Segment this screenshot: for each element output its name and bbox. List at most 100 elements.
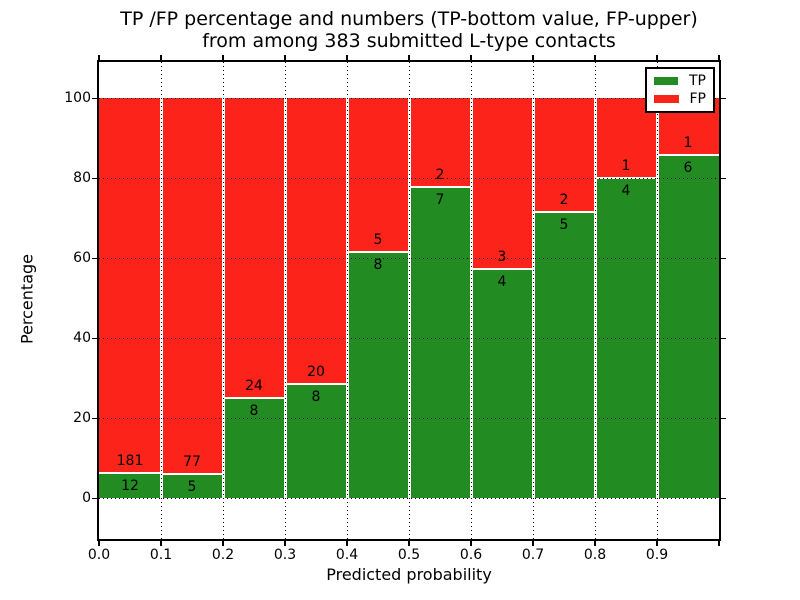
horizontal-gridline: [99, 178, 719, 179]
bar-segment-fp: [409, 98, 471, 187]
bar-segment-fp: [347, 98, 409, 252]
x-axis-tick-top: [594, 55, 596, 60]
horizontal-gridline: [99, 258, 719, 259]
bar-boundary-edge: [533, 211, 595, 214]
annotation-tp-count: 6: [683, 160, 693, 177]
annotation-tp-count: 12: [121, 478, 139, 495]
vertical-gridline: [657, 62, 658, 539]
x-tick-label: 0.0: [87, 547, 111, 563]
x-tick-label: 0.9: [645, 547, 669, 563]
x-axis-tick-top: [346, 55, 348, 60]
bar-segment-tp: [99, 473, 161, 498]
x-axis-label: Predicted probability: [326, 565, 492, 584]
x-axis-tick-top: [408, 55, 410, 60]
y-axis-tick-right: [721, 497, 726, 499]
y-axis-label: Percentage: [17, 253, 37, 345]
vertical-gridline: [595, 62, 596, 539]
legend-swatch-tp-icon: [654, 77, 678, 86]
y-axis-tick-right: [721, 417, 726, 419]
bar-segment-tp: [533, 212, 595, 498]
bar-segment-fp: [161, 98, 223, 474]
x-tick-label: 0.1: [149, 547, 173, 563]
x-axis-tick: [718, 541, 720, 546]
annotation-fp-count: 3: [497, 249, 507, 266]
annotation-tp-count: 4: [497, 274, 507, 291]
x-axis-tick: [408, 541, 410, 546]
annotation-tp-count: 5: [559, 217, 569, 234]
bar-boundary-edge: [161, 472, 223, 475]
bar-segment-fp: [533, 98, 595, 213]
x-axis-tick-top: [284, 55, 286, 60]
legend-entry-tp: TP: [654, 74, 706, 88]
annotation-fp-count: 1: [621, 158, 631, 174]
y-axis-tick: [92, 337, 97, 339]
x-axis-tick: [346, 541, 348, 546]
bar-boundary-edge: [285, 382, 347, 385]
bar-segment-fp: [99, 98, 161, 474]
x-tick-label: 0.6: [459, 547, 483, 563]
bar-segment-tp: [471, 269, 533, 498]
x-axis-tick: [284, 541, 286, 546]
x-axis-tick-top: [160, 55, 162, 60]
horizontal-gridline: [99, 98, 719, 99]
x-tick-label: 0.5: [397, 547, 421, 563]
annotation-tp-count: 5: [187, 478, 197, 495]
y-tick-label: 40: [73, 330, 91, 346]
bar-boundary-edge: [409, 185, 471, 188]
chart-title: TP /FP percentage and numbers (TP-bottom…: [97, 8, 721, 52]
x-axis-tick: [656, 541, 658, 546]
bar-boundary-edge: [223, 397, 285, 399]
y-axis-tick-right: [721, 257, 726, 259]
annotation-fp-count: 24: [245, 378, 263, 394]
annotation-tp-count: 8: [311, 388, 321, 405]
annotation-fp-count: 2: [435, 166, 445, 183]
x-axis-tick-top: [98, 55, 100, 60]
annotation-tp-count: 4: [621, 183, 631, 199]
horizontal-gridline: [99, 498, 719, 499]
annotation-tp-count: 8: [249, 403, 259, 419]
y-axis-tick-right: [721, 177, 726, 179]
horizontal-gridline: [99, 418, 719, 419]
vertical-gridline: [285, 62, 286, 539]
x-axis-tick-top: [222, 55, 224, 60]
vertical-gridline: [471, 62, 472, 539]
y-tick-label: 60: [73, 250, 91, 266]
x-tick-label: 0.4: [335, 547, 359, 563]
vertical-gridline: [223, 62, 224, 539]
y-tick-label: 0: [82, 490, 91, 506]
annotation-fp-count: 77: [183, 453, 201, 470]
x-axis-tick-top: [470, 55, 472, 60]
y-axis-tick: [92, 97, 97, 99]
annotation-fp-count: 2: [559, 192, 569, 209]
bar-segment-tp: [657, 155, 719, 498]
x-axis-tick: [594, 541, 596, 546]
bar-boundary-edge: [471, 268, 533, 271]
legend-label-fp: FP: [689, 90, 707, 107]
x-axis-tick-top: [656, 55, 658, 60]
bar-boundary-edge: [347, 250, 409, 253]
bar-boundary-edge: [657, 154, 719, 157]
x-axis-tick: [98, 541, 100, 546]
bar-segment-tp: [409, 186, 471, 498]
horizontal-gridline: [99, 338, 719, 339]
x-axis-tick: [160, 541, 162, 546]
annotation-fp-count: 181: [116, 453, 144, 470]
bar-segment-tp: [347, 251, 409, 498]
y-axis-tick: [92, 177, 97, 179]
y-axis-tick: [92, 497, 97, 499]
bar-segment-fp: [223, 98, 285, 398]
y-tick-label: 80: [73, 170, 91, 186]
vertical-gridline: [347, 62, 348, 539]
y-axis-tick: [92, 257, 97, 259]
annotation-tp-count: 7: [435, 191, 445, 208]
legend-label-tp: TP: [689, 73, 706, 90]
annotation-fp-count: 1: [683, 135, 693, 152]
x-tick-label: 0.3: [273, 547, 297, 563]
bar-boundary-edge: [99, 472, 161, 475]
bar-segment-tp: [223, 398, 285, 498]
plot-area: TP FP 181 12 77 5 24 8 20 8 5 8 2 7 3 4 2 5 1 4 1 6: [97, 60, 721, 541]
x-tick-label: 0.2: [211, 547, 235, 563]
vertical-gridline: [161, 62, 162, 539]
x-axis-tick: [532, 541, 534, 546]
